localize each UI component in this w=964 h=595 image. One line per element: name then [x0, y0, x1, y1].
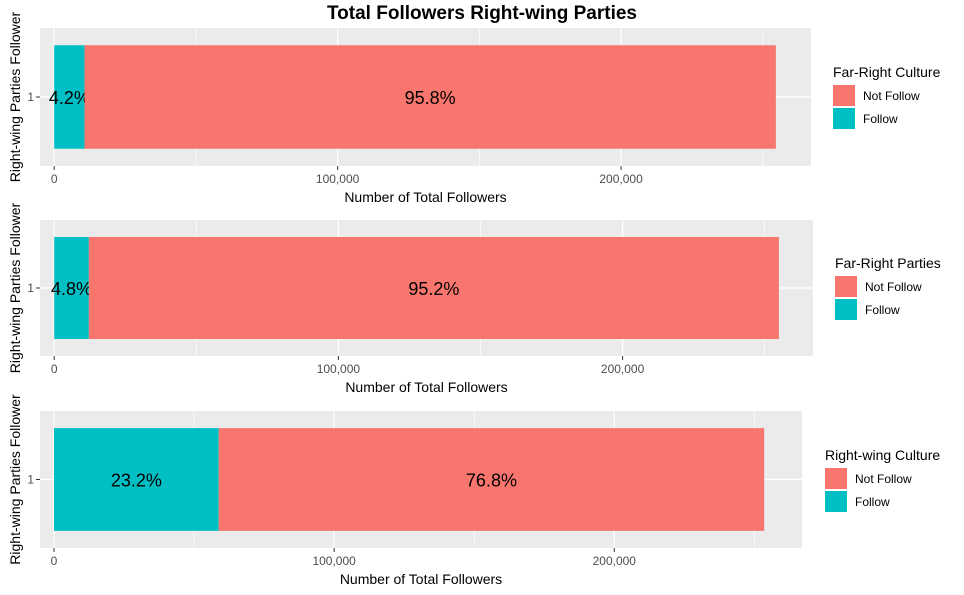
- chart-panel-3: 23.2% 76.8% 0 100,000 200,000 1 Number of Tota…: [7, 394, 940, 587]
- legend-swatch-follow: [833, 108, 855, 129]
- y-axis-title: Right-wing Parties Follower: [7, 394, 23, 565]
- legend: Far-Right Culture Not Follow Follow: [833, 64, 941, 129]
- legend-title: Far-Right Culture: [833, 64, 941, 80]
- legend-label: Not Follow: [855, 472, 912, 486]
- bar-follow: [54, 45, 85, 149]
- y-tick-label: 1: [27, 281, 34, 295]
- legend: Right-wing Culture Not Follow Follow: [825, 447, 940, 512]
- x-tick-label: 0: [51, 554, 58, 568]
- legend-swatch-not-follow: [833, 85, 855, 106]
- legend-swatch-follow: [835, 299, 857, 320]
- x-tick-label: 0: [51, 362, 58, 376]
- legend-label: Follow: [865, 303, 900, 317]
- y-tick-label: 1: [27, 473, 34, 487]
- data-label: 95.2%: [408, 279, 459, 299]
- data-label: 4.8%: [51, 279, 92, 299]
- data-label: 76.8%: [466, 471, 517, 491]
- x-axis-title: Number of Total Followers: [344, 189, 506, 205]
- bar-not-follow: [218, 428, 765, 531]
- chart-title: Total Followers Right-wing Parties: [327, 3, 637, 24]
- x-tick-label: 100,000: [317, 362, 361, 376]
- data-label: 4.2%: [49, 88, 90, 108]
- data-label: 95.8%: [405, 88, 456, 108]
- legend-label: Follow: [855, 495, 890, 509]
- x-tick-label: 200,000: [593, 554, 637, 568]
- bar-not-follow: [84, 45, 776, 149]
- chart-panel-1: 4.2% 95.8% 0 100,000 200,000 1 Number of Total…: [7, 11, 941, 205]
- legend-title: Right-wing Culture: [825, 447, 940, 463]
- x-tick-label: 200,000: [599, 172, 643, 186]
- x-axis-title: Number of Total Followers: [345, 379, 507, 395]
- legend-swatch-not-follow: [835, 276, 857, 297]
- x-tick-label: 100,000: [312, 554, 356, 568]
- legend-swatch-not-follow: [825, 468, 847, 489]
- legend-label: Not Follow: [865, 280, 922, 294]
- chart-panel-2: 4.8% 95.2% 0 100,000 200,000 1 Number of Total…: [7, 202, 941, 395]
- x-axis-title: Number of Total Followers: [340, 571, 502, 587]
- x-tick-label: 100,000: [316, 172, 360, 186]
- legend: Far-Right Parties Not Follow Follow: [835, 255, 941, 320]
- y-tick-label: 1: [27, 90, 34, 104]
- y-axis-title: Right-wing Parties Follower: [7, 202, 23, 373]
- legend-title: Far-Right Parties: [835, 255, 941, 271]
- legend-label: Not Follow: [863, 89, 920, 103]
- bar-follow: [54, 237, 89, 339]
- legend-swatch-follow: [825, 491, 847, 512]
- bar-follow: [54, 428, 219, 531]
- bar-not-follow: [88, 237, 779, 339]
- legend-label: Follow: [863, 112, 898, 126]
- x-tick-label: 200,000: [601, 362, 645, 376]
- x-tick-label: 0: [51, 172, 58, 186]
- y-axis-title: Right-wing Parties Follower: [7, 11, 23, 182]
- data-label: 23.2%: [111, 471, 162, 491]
